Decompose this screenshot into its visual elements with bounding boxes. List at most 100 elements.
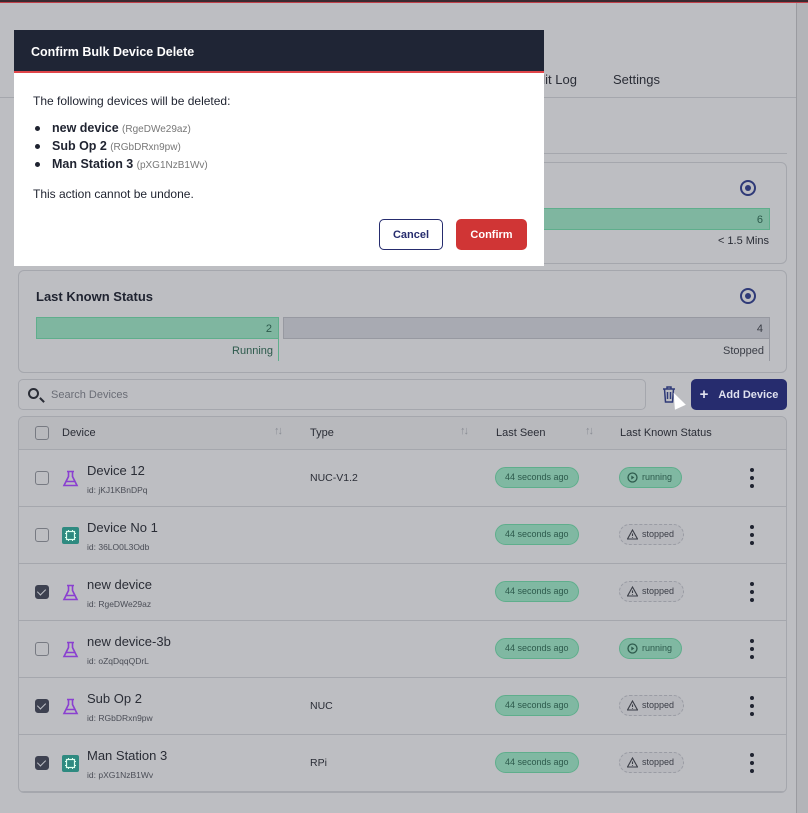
device-id: id: 36LO0L3Odb	[87, 542, 150, 552]
table-header: Device ↑↓ Type ↑↓ Last Seen ↑↓ Last Know…	[19, 417, 786, 450]
warning-icon	[627, 529, 638, 540]
warning-icon	[627, 700, 638, 711]
flask-icon	[62, 584, 79, 601]
mouse-cursor	[668, 390, 686, 410]
device-name[interactable]: new device	[87, 577, 153, 592]
stopped-bar: 4	[283, 317, 770, 339]
last-seen-badge: 44 seconds ago	[495, 581, 579, 602]
add-device-label: Add Device	[718, 388, 779, 401]
device-id: id: RgeDWe29az	[87, 599, 152, 609]
dialog-intro: The following devices will be deleted:	[33, 94, 231, 108]
eye-icon[interactable]	[740, 180, 756, 196]
device-type: NUC-V1.2	[310, 472, 358, 484]
eye-icon[interactable]	[740, 288, 756, 304]
sort-icon[interactable]: ↑↓	[274, 425, 283, 437]
device-name[interactable]: Man Station 3	[87, 748, 168, 763]
last-seen-badge: 44 seconds ago	[495, 524, 579, 545]
status-text: stopped	[642, 700, 675, 710]
device-id: id: RGbDRxn9pw	[87, 713, 153, 723]
sort-icon[interactable]: ↑↓	[460, 425, 469, 437]
more-options-icon[interactable]	[749, 582, 755, 602]
device-list: new device (RgeDWe29az) Sub Op 2 (RGbDRx…	[33, 120, 525, 174]
more-options-icon[interactable]	[749, 639, 755, 659]
scrollbar[interactable]	[796, 3, 808, 813]
running-label: Running	[232, 345, 273, 357]
dialog-title: Confirm Bulk Device Delete	[14, 30, 544, 73]
last-seen-badge: 44 seconds ago	[495, 695, 579, 716]
device-name[interactable]: Sub Op 2	[87, 691, 142, 706]
search-icon	[28, 388, 39, 399]
device-name[interactable]: Device 12	[87, 463, 145, 478]
last-seen-bar-label: < 1.5 Mins	[717, 235, 769, 247]
device-id: id: pXG1NzB1Wv	[87, 770, 154, 780]
header-last-seen[interactable]: Last Seen	[496, 427, 546, 439]
confirm-button[interactable]: Confirm	[456, 219, 527, 250]
play-circle-icon	[627, 472, 638, 483]
item-name: Man Station 3	[52, 157, 134, 171]
table-row[interactable]: Sub Op 2 id: RGbDRxn9pw NUC 44 seconds a…	[19, 678, 786, 735]
header-device[interactable]: Device	[62, 427, 96, 439]
device-name[interactable]: Device No 1	[87, 520, 158, 535]
search-input[interactable]	[51, 380, 631, 409]
status-badge: running	[619, 638, 683, 659]
running-bar: 2	[36, 317, 279, 339]
status-text: stopped	[642, 757, 675, 767]
more-options-icon[interactable]	[749, 753, 755, 773]
flask-icon	[62, 698, 79, 715]
table-row[interactable]: new device id: RgeDWe29az 44 seconds ago…	[19, 564, 786, 621]
header-status: Last Known Status	[620, 427, 712, 439]
add-device-button[interactable]: + Add Device	[691, 379, 787, 410]
row-checkbox[interactable]	[35, 471, 49, 485]
item-name: Sub Op 2	[52, 139, 107, 153]
table-row[interactable]: Device No 1 id: 36LO0L3Odb 44 seconds ag…	[19, 507, 786, 564]
dialog-warning: This action cannot be undone.	[33, 187, 194, 201]
last-seen-badge: 44 seconds ago	[495, 752, 579, 773]
last-seen-badge: 44 seconds ago	[495, 467, 579, 488]
tab-settings[interactable]: Settings	[613, 72, 660, 87]
row-checkbox[interactable]	[35, 585, 49, 599]
confirm-delete-dialog: Confirm Bulk Device Delete The following…	[14, 30, 544, 266]
chip-icon	[62, 755, 79, 772]
cancel-button[interactable]: Cancel	[379, 219, 443, 250]
play-circle-icon	[627, 643, 638, 654]
row-checkbox[interactable]	[35, 756, 49, 770]
device-type: NUC	[310, 700, 333, 712]
chip-icon	[62, 527, 79, 544]
more-options-icon[interactable]	[749, 468, 755, 488]
flask-icon	[62, 470, 79, 487]
device-id: id: oZqDqqQDrL	[87, 656, 149, 666]
item-id: (RGbDRxn9pw)	[110, 142, 181, 153]
status-card: Last Known Status 2 Running 4 Stopped	[18, 270, 787, 373]
search-box[interactable]	[18, 379, 646, 410]
item-id: (RgeDWe29az)	[122, 124, 191, 135]
device-name[interactable]: new device-3b	[87, 634, 171, 649]
status-text: running	[642, 643, 673, 653]
list-item: Man Station 3 (pXG1NzB1Wv)	[33, 156, 525, 174]
warning-icon	[627, 757, 638, 768]
trash-icon[interactable]	[662, 386, 676, 403]
sort-icon[interactable]: ↑↓	[585, 425, 594, 437]
table-row[interactable]: new device-3b id: oZqDqqQDrL 44 seconds …	[19, 621, 786, 678]
row-checkbox[interactable]	[35, 699, 49, 713]
status-badge: stopped	[619, 752, 685, 773]
status-badge: running	[619, 467, 683, 488]
header-type[interactable]: Type	[310, 427, 334, 439]
more-options-icon[interactable]	[749, 696, 755, 716]
row-checkbox[interactable]	[35, 642, 49, 656]
status-text: stopped	[642, 529, 675, 539]
list-item: new device (RgeDWe29az)	[33, 120, 525, 138]
status-card-title: Last Known Status	[36, 289, 154, 304]
item-name: new device	[52, 121, 119, 135]
item-id: (pXG1NzB1Wv)	[136, 160, 208, 171]
list-item: Sub Op 2 (RGbDRxn9pw)	[33, 138, 525, 156]
select-all-checkbox[interactable]	[35, 426, 49, 440]
devices-table: Device ↑↓ Type ↑↓ Last Seen ↑↓ Last Know…	[18, 416, 787, 793]
table-row[interactable]: Man Station 3 id: pXG1NzB1Wv RPi 44 seco…	[19, 735, 786, 792]
device-id: id: jKJ1KBnDPq	[87, 485, 148, 495]
row-checkbox[interactable]	[35, 528, 49, 542]
top-bar	[0, 0, 808, 3]
table-row[interactable]: Device 12 id: jKJ1KBnDPq NUC-V1.2 44 sec…	[19, 450, 786, 507]
status-text: running	[642, 472, 673, 482]
warning-icon	[627, 586, 638, 597]
more-options-icon[interactable]	[749, 525, 755, 545]
